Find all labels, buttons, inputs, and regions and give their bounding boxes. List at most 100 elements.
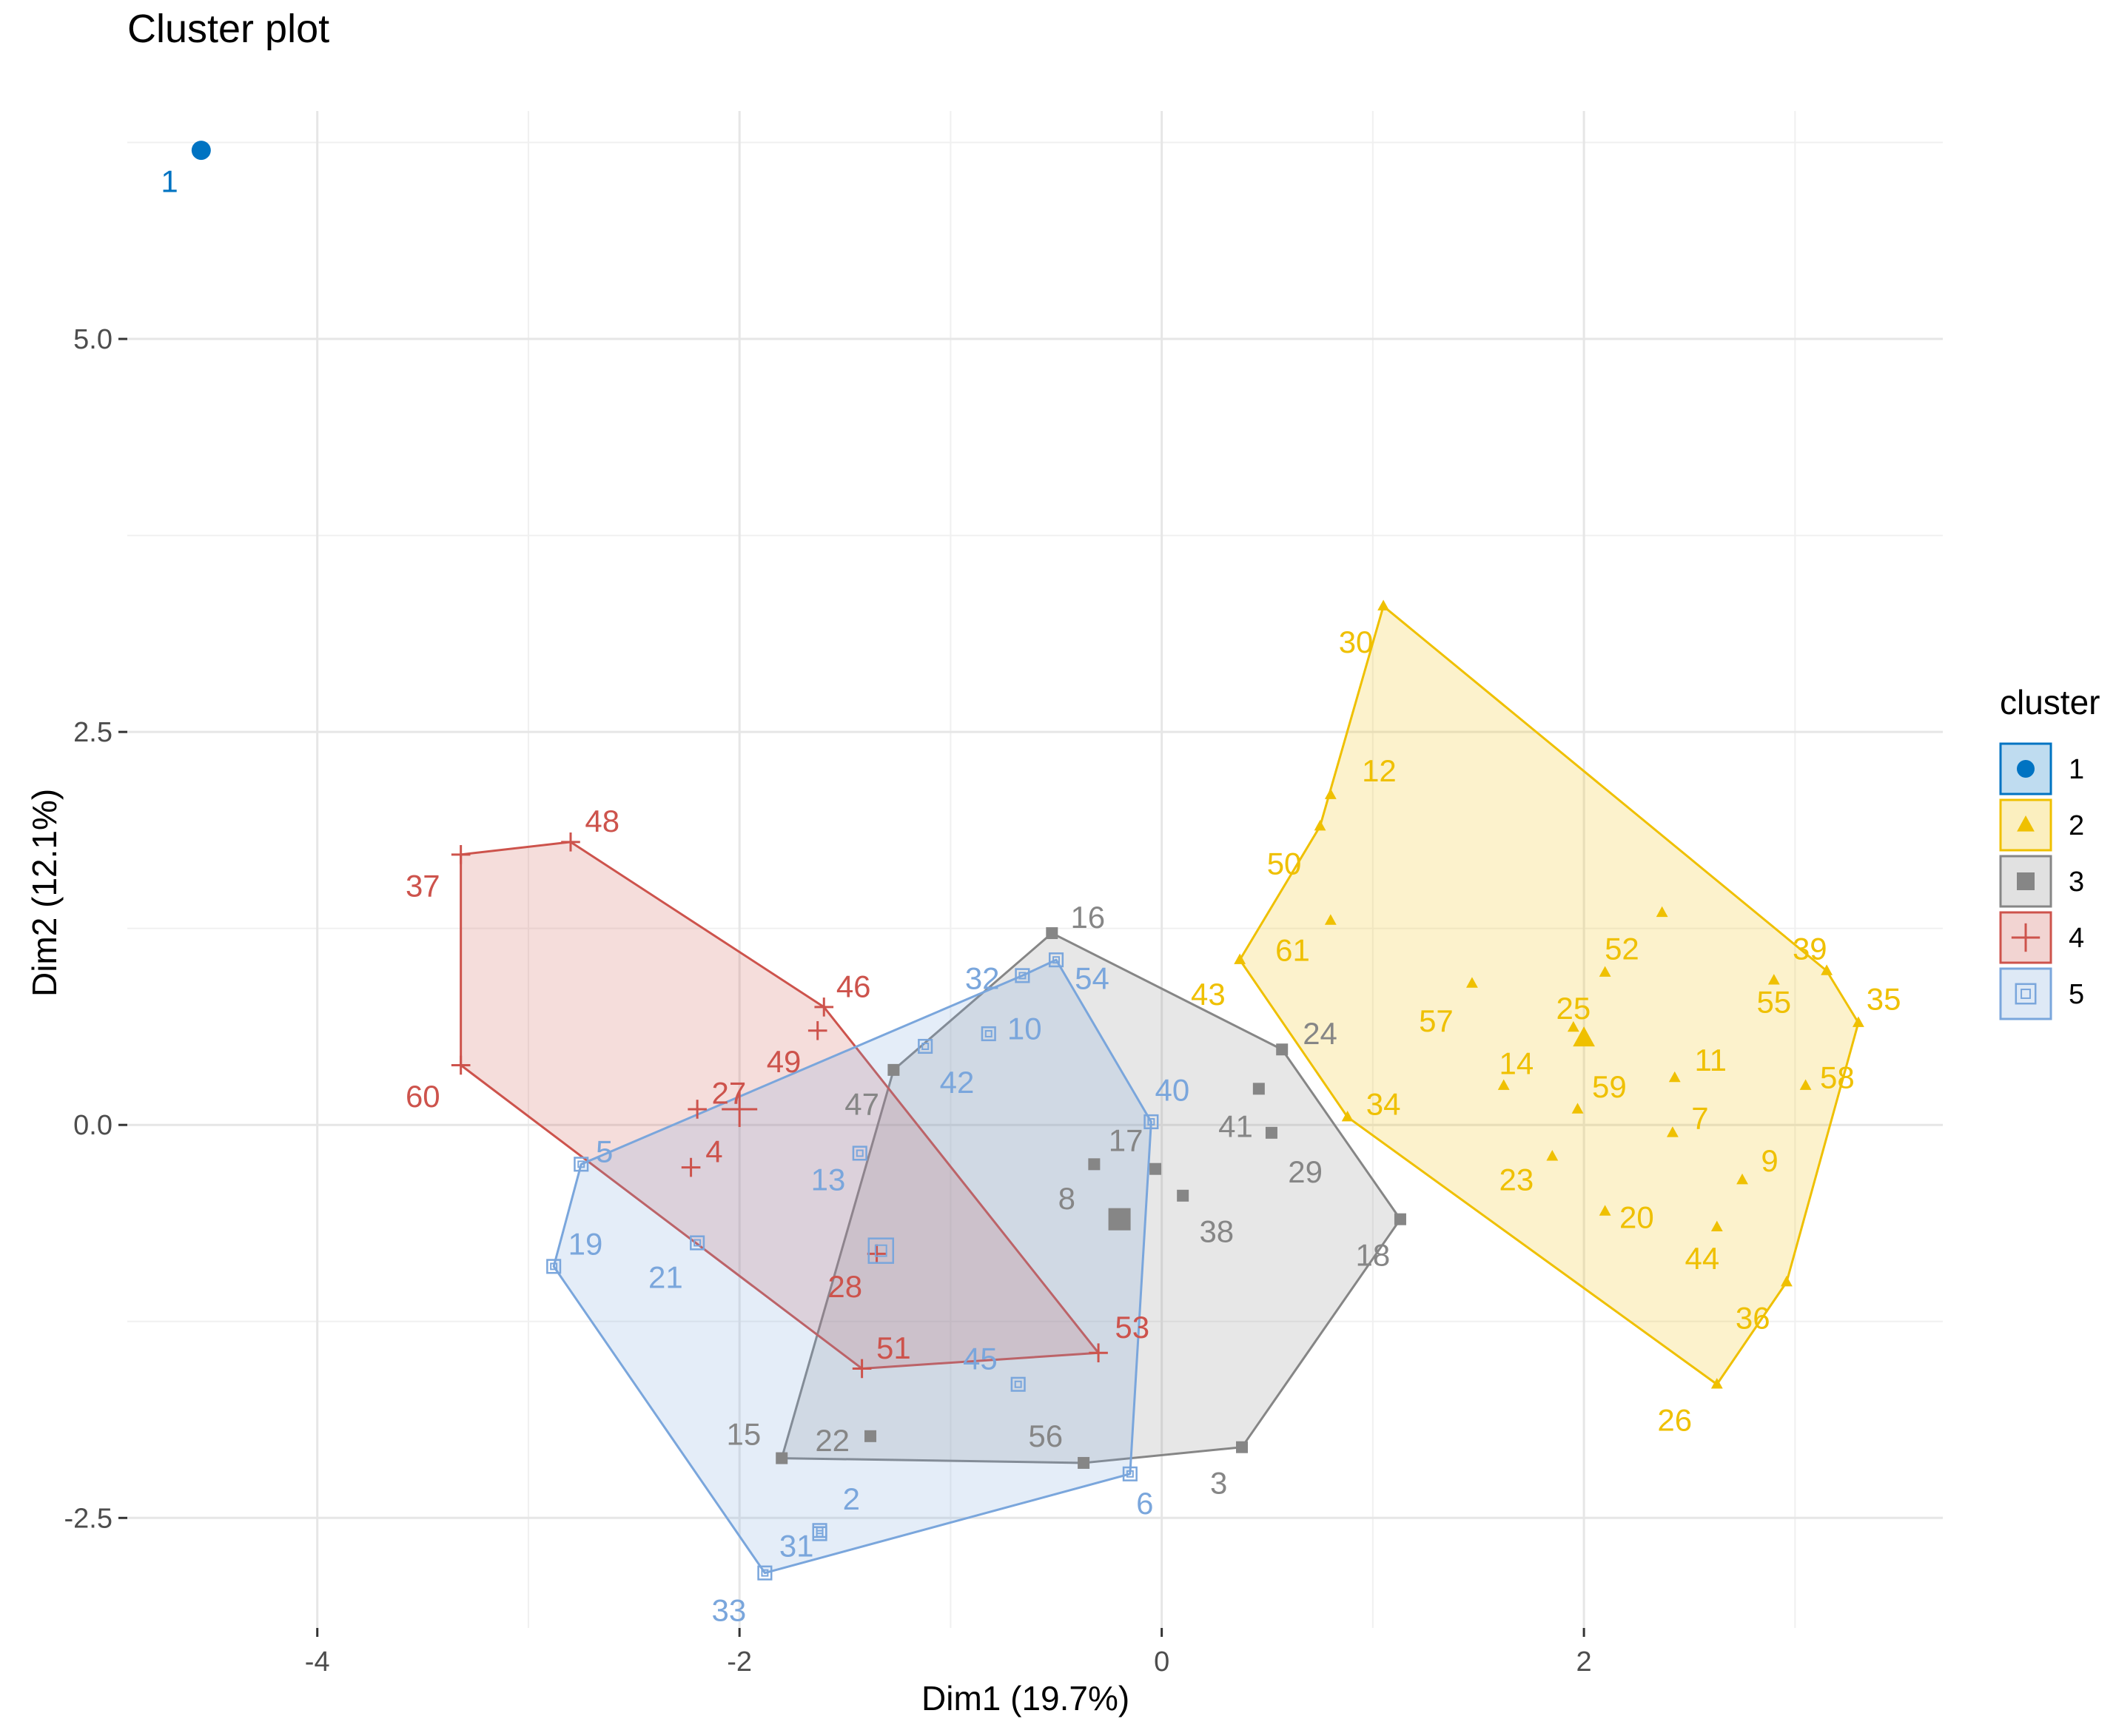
point-label-48: 48 [585,804,619,838]
cluster-5-point-33 [757,1565,773,1581]
marker-triangle [1571,1103,1584,1114]
y-tick-label: 2.5 [73,717,112,748]
grid [127,111,1943,1628]
marker-triangle [1324,788,1337,799]
marker-triangle [1497,1079,1510,1090]
point-label-56: 56 [1028,1419,1063,1453]
cluster-3-centroid [1108,1208,1131,1231]
point-label-17: 17 [1109,1123,1143,1157]
legend-key-4 [1999,911,2052,964]
legend-key-5 [1999,967,2052,1020]
marker-triangle [1567,1020,1579,1032]
point-label-55: 55 [1756,985,1791,1020]
legend-label-3: 3 [2069,867,2084,898]
cluster-3-point-29 [1265,1126,1277,1139]
marker-inner-box [2021,989,2031,999]
x-axis-label: Dim1 (19.7%) [921,1679,1130,1718]
point-label-18: 18 [1356,1238,1391,1273]
marker-inner-box [874,1244,887,1257]
point-label-1: 1 [161,164,178,199]
marker-square [776,1452,788,1464]
point-label-4: 4 [705,1134,722,1168]
cluster-2-point-23 [1546,1150,1559,1161]
point-label-54: 54 [1075,961,1109,996]
marker-triangle [1781,1276,1793,1287]
marker-square [2017,872,2035,890]
point-label-23: 23 [1499,1163,1534,1197]
point-label-25: 25 [1556,991,1591,1026]
marker-triangle [1710,1220,1723,1232]
cluster-4-point-4 [681,1157,701,1177]
point-label-38: 38 [1199,1214,1234,1249]
point-label-35: 35 [1867,981,1901,1016]
cluster-4-point-49 [807,1020,827,1040]
x-tick-label: -4 [305,1646,330,1678]
cluster-2-point-57 [1466,977,1478,988]
marker-box [546,1259,562,1274]
cluster-2-point-11 [1668,1071,1681,1083]
marker-inner-box [693,1239,702,1247]
point-label-5: 5 [596,1134,613,1168]
point-label-20: 20 [1619,1200,1654,1235]
cluster-2-point-50 [1314,819,1326,831]
legend-key-box [1999,967,2052,1020]
point-label-16: 16 [1070,900,1105,935]
cluster-4-point-53 [1089,1343,1108,1363]
marker-box [1122,1466,1138,1481]
marker-triangle [1341,1110,1354,1122]
marker-triangle [1377,599,1390,610]
point-label-9: 9 [1761,1143,1778,1178]
point-label-11: 11 [1694,1043,1727,1077]
marker-box [812,1526,827,1541]
cluster-3-point-18 [1394,1213,1406,1225]
point-labels: 1301250614334575225145911723209443626395… [161,164,1901,1628]
cluster-4-point-37 [451,845,471,864]
marker-circle [191,141,211,161]
point-label-34: 34 [1366,1087,1401,1122]
cluster-4-point-60 [451,1055,471,1075]
cluster-3-hull [780,932,1402,1464]
point-label-58: 58 [1820,1060,1855,1094]
marker-box [2015,983,2037,1005]
marker-inner-box [1014,1380,1022,1388]
point-label-57: 57 [1419,1003,1454,1038]
marker-inner-box [1147,1117,1155,1126]
cluster-2-point-44 [1710,1220,1723,1232]
point-label-19: 19 [568,1227,603,1262]
cluster-2-point-9 [1736,1173,1748,1185]
point-label-46: 46 [836,969,871,1003]
point-label-13: 13 [811,1163,846,1197]
marker-triangle [1314,819,1326,831]
cluster-2-point-12 [1324,788,1337,799]
marker-square [1149,1163,1162,1175]
marker-inner-box [761,1569,769,1577]
point-label-52: 52 [1605,931,1639,966]
legend-title: cluster [2000,683,2100,721]
x-tick-label: 0 [1154,1646,1169,1678]
point-label-31: 31 [779,1529,814,1564]
marker-box [867,1237,895,1264]
chart-title: Cluster plot [127,7,330,51]
marker-square [1177,1189,1189,1202]
point-label-43: 43 [1191,977,1226,1012]
cluster-hulls [460,605,1860,1575]
point-label-6: 6 [1136,1486,1153,1521]
marker-square [1046,927,1058,940]
cluster-3-point-22 [864,1430,877,1442]
marker-inner-box [577,1160,585,1168]
cluster-2-point-52 [1599,966,1611,977]
marker-triangle [1573,1026,1595,1047]
point-label-14: 14 [1499,1046,1534,1080]
cluster-2-point [1656,906,1668,918]
point-label-33: 33 [712,1593,747,1628]
legend-label-2: 2 [2069,810,2084,841]
cluster-5-point-32 [1015,968,1030,983]
cluster-5-point-5 [574,1157,589,1172]
point-label-42: 42 [940,1065,975,1100]
marker-triangle [1234,953,1246,964]
point-label-15: 15 [727,1417,762,1452]
marker-triangle [1710,1378,1723,1389]
cluster-5-centroid [867,1237,895,1264]
marker-inner-box [816,1530,824,1538]
